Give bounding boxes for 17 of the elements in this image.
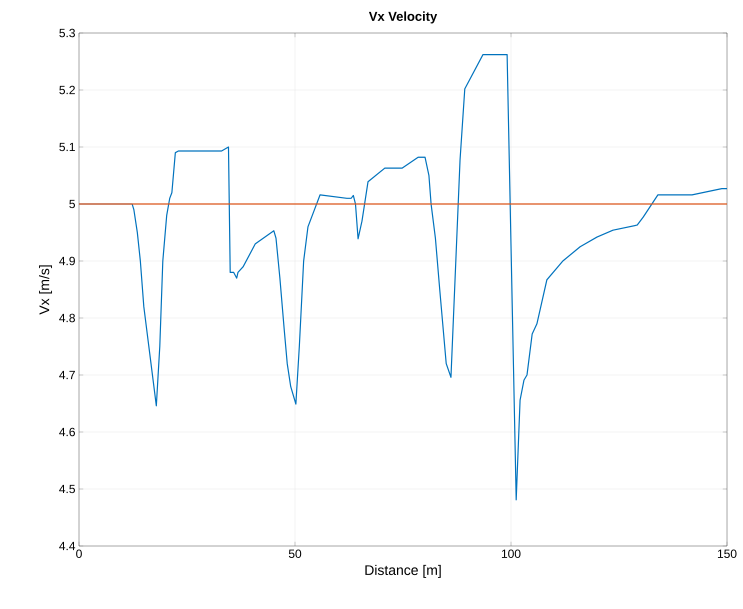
y-axis-title: Vx [m/s] — [39, 265, 52, 315]
y-tick-label: 5 — [69, 200, 75, 208]
y-tick-label: 5.3 — [59, 28, 75, 38]
y-tick-label: 4.4 — [59, 542, 76, 550]
x-tick-label: 100 — [502, 550, 521, 558]
x-axis-title: Distance [m] — [365, 564, 441, 578]
chart-title: Vx Velocity — [368, 11, 438, 24]
y-tick-label: 4.7 — [59, 370, 75, 380]
x-tick-label: 150 — [718, 550, 737, 558]
y-tick-label: 5.1 — [59, 142, 75, 152]
y-tick-label: 4.9 — [59, 256, 75, 266]
y-tick-label: 5.2 — [59, 86, 75, 94]
y-tick-label: 4.8 — [59, 314, 75, 322]
y-tick-label: 4.6 — [59, 428, 75, 436]
x-tick-label: 0 — [76, 550, 82, 558]
y-tick-label: 4.5 — [59, 484, 75, 494]
x-tick-label: 50 — [288, 550, 302, 558]
